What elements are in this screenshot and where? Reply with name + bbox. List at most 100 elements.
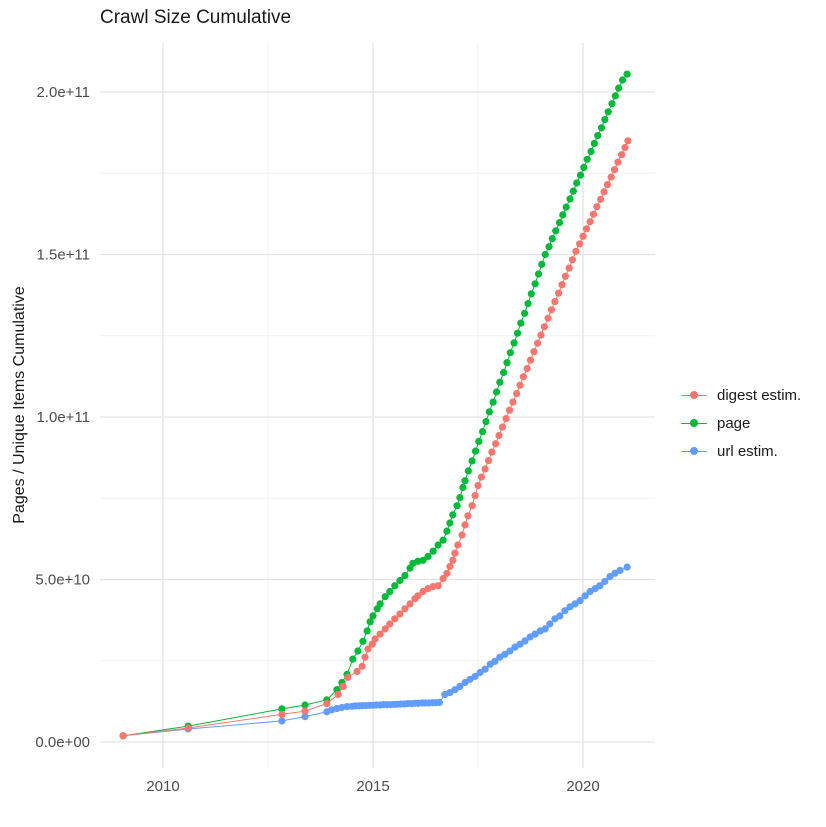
series-point (603, 181, 612, 189)
legend-point-icon (681, 418, 707, 428)
series-point (513, 329, 522, 337)
series-point (344, 673, 352, 681)
series-point (566, 195, 574, 203)
series-point (618, 151, 626, 159)
series-point (454, 541, 462, 549)
series-point (354, 647, 362, 655)
series-point (353, 667, 361, 676)
series-point (540, 323, 549, 331)
series-point (481, 665, 489, 673)
series-point (513, 390, 521, 398)
series-point (459, 483, 467, 492)
series-point (562, 203, 570, 211)
series-point (488, 448, 496, 456)
series-point (614, 158, 622, 166)
series-point (581, 592, 589, 600)
series-point (464, 512, 472, 520)
series-point (323, 700, 331, 708)
series-point (590, 139, 598, 147)
series-point (449, 556, 457, 564)
legend-label: page (717, 414, 751, 432)
legend-item-url-estim: url estim. (681, 437, 801, 465)
series-point (461, 477, 469, 485)
series-point (406, 600, 414, 608)
series-point (526, 356, 535, 364)
series-point (551, 298, 559, 306)
series-point (502, 415, 510, 423)
series-point (546, 620, 554, 628)
series-point (569, 187, 577, 195)
series-point (435, 698, 443, 707)
series-point (517, 319, 525, 327)
series-point (278, 705, 286, 713)
series-point (443, 569, 451, 577)
series-point (396, 576, 404, 585)
series-point (527, 290, 535, 298)
series-point (616, 566, 624, 575)
series-point (521, 637, 529, 645)
x-tick-label: 2020 (566, 778, 599, 795)
series-point (464, 467, 472, 475)
series-point (571, 600, 579, 608)
series-point (419, 556, 427, 564)
series-point (396, 610, 404, 618)
series-point (541, 625, 549, 633)
series-point (576, 171, 585, 179)
series-point (301, 701, 309, 709)
series-point (468, 457, 476, 465)
series-point (561, 607, 569, 615)
series-point (500, 368, 508, 377)
series-point (607, 173, 615, 181)
series-point (586, 218, 594, 226)
series-point (429, 547, 437, 555)
legend-item-page: page (681, 409, 801, 437)
series-point (623, 70, 631, 78)
series-point (611, 92, 619, 100)
series-point (496, 378, 504, 386)
series-point (506, 647, 514, 655)
grid-minor (100, 43, 655, 768)
series-point (386, 587, 394, 596)
series-point (414, 592, 422, 600)
series-point (301, 707, 309, 715)
series-point (349, 655, 357, 663)
series-point (618, 76, 627, 84)
series-point (278, 717, 286, 725)
series-point (587, 147, 595, 156)
series-point (495, 431, 503, 440)
series-point (503, 359, 511, 367)
series-digest-estim- (119, 137, 632, 740)
series-point (615, 84, 623, 92)
series-point (534, 339, 542, 347)
series-point (475, 437, 483, 445)
series-point (552, 227, 560, 235)
series-point (576, 240, 584, 248)
series-point (576, 597, 584, 605)
x-tick-label: 2015 (356, 778, 389, 795)
legend-point-icon (681, 446, 707, 456)
series-point (364, 645, 372, 653)
series-point (471, 447, 480, 455)
series-point (386, 620, 394, 628)
series-point (521, 309, 529, 317)
series-point (381, 593, 389, 601)
series-point (608, 100, 616, 108)
series-point (453, 502, 461, 510)
legend: digest estim. page url estim. (681, 381, 801, 465)
series-point (548, 235, 556, 243)
series-point (474, 482, 482, 490)
series-point (363, 627, 371, 635)
series-point (471, 672, 479, 681)
legend-label: url estim. (717, 442, 778, 460)
series-point (481, 465, 489, 473)
series-point (449, 511, 457, 519)
series-point (537, 331, 545, 339)
series-point (446, 519, 454, 527)
series-point (523, 365, 531, 373)
y-tick-label: 5.0e+10 (35, 572, 90, 589)
series-point (597, 195, 605, 203)
series-point (381, 625, 389, 633)
series-point (541, 250, 549, 259)
series-point (471, 492, 479, 500)
series-point (361, 653, 369, 661)
